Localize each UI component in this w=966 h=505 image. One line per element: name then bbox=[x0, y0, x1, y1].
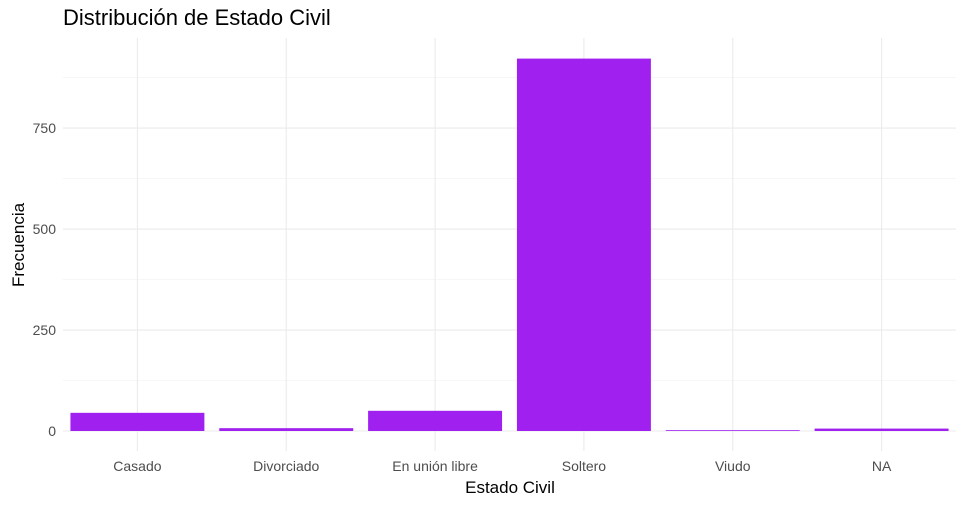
bars bbox=[70, 58, 949, 432]
chart-title: Distribución de Estado Civil bbox=[63, 5, 331, 30]
y-axis-ticks: 0 250 500 750 bbox=[33, 120, 57, 439]
x-tick-label: Soltero bbox=[562, 458, 607, 474]
x-axis-title: Estado Civil bbox=[465, 478, 555, 497]
x-tick-label: En unión libre bbox=[392, 458, 478, 474]
y-tick-label: 0 bbox=[48, 423, 56, 439]
y-axis-title: Frecuencia bbox=[9, 202, 28, 287]
bar-2 bbox=[368, 410, 503, 431]
x-tick-label: Viudo bbox=[715, 458, 751, 474]
x-tick-label: NA bbox=[872, 458, 892, 474]
y-tick-label: 750 bbox=[33, 120, 57, 136]
bar-5 bbox=[814, 428, 949, 431]
x-tick-label: Divorciado bbox=[253, 458, 319, 474]
bar-0 bbox=[70, 412, 205, 431]
grid bbox=[63, 38, 956, 451]
bar-4 bbox=[665, 430, 800, 431]
x-tick-label: Casado bbox=[113, 458, 161, 474]
bar-3 bbox=[516, 58, 651, 432]
y-tick-label: 500 bbox=[33, 221, 57, 237]
y-tick-label: 250 bbox=[33, 322, 57, 338]
x-axis-ticks: Casado Divorciado En unión libre Soltero Viu… bbox=[113, 458, 892, 474]
bar-1 bbox=[219, 428, 354, 431]
